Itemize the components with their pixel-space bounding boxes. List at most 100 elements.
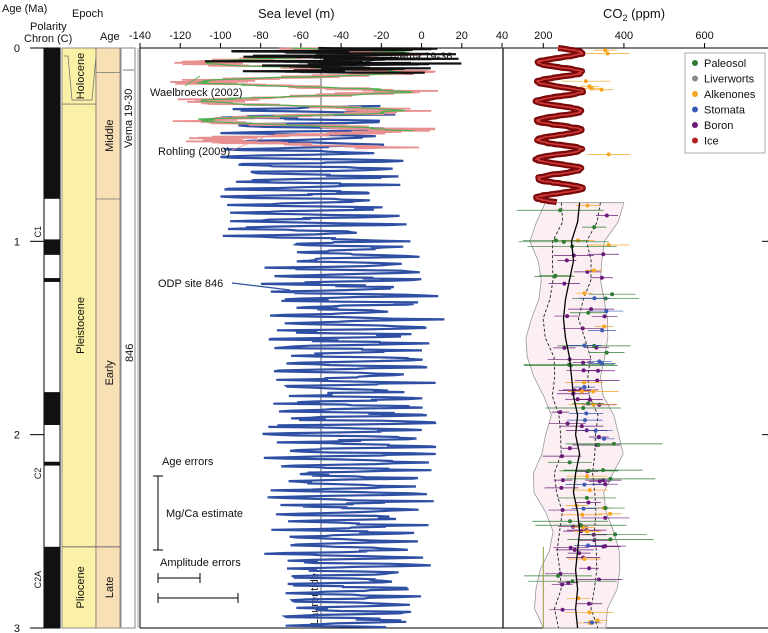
co2-series [516,45,663,629]
proxy-point [565,314,570,319]
proxy-point [613,532,618,537]
proxy-point [601,468,606,473]
proxy-point [568,519,573,524]
series-ice-core-highlight [534,47,586,204]
proxy-point [582,385,587,390]
annotation-rohling: Rohling (2009) [158,146,230,158]
age-tick-label: 2 [14,430,20,442]
sealevel-tick-label: -100 [209,30,231,42]
proxy-point [603,48,608,53]
polarity-normal-band [44,461,60,466]
proxy-point [591,389,596,394]
sealevel-tick-label: -60 [293,30,309,42]
proxy-point [562,345,567,350]
proxy-point [592,296,597,301]
proxy-point [580,326,585,331]
annotation-waelbroeck: Waelbroeck (2002) [150,87,243,99]
proxy-point [553,238,558,243]
proxy-point [561,239,566,244]
proxy-point [584,495,589,500]
proxy-point [587,397,592,402]
proxy-point [602,314,607,319]
chron-label: C2 [33,468,43,480]
proxy-point [583,79,588,84]
proxy-point [595,378,600,383]
legend-marker [692,60,698,66]
proxy-point [566,580,571,585]
proxy-point [605,51,610,56]
proxy-point [592,225,597,230]
proxy-point [603,482,608,487]
series-vema-19-36 [204,46,462,75]
proxy-point [558,208,563,213]
sealevel-title: Sea level (m) [258,6,335,21]
proxy-point [556,573,561,578]
proxy-point [592,343,597,348]
series-rohling [170,47,439,150]
proxy-point [585,203,590,208]
proxy-point [586,543,591,548]
epoch-name: Holocene [75,53,87,99]
proxy-point [568,545,573,550]
proxy-point [595,618,600,623]
proxy-point [567,446,572,451]
proxy-point [585,474,590,479]
legend-box [684,52,766,154]
proxy-point [602,436,607,441]
sealevel-tick-label: 0 [418,30,424,42]
proxy-point [592,538,597,543]
age-column: Middle Early Late [62,47,121,629]
polarity-label: Polarity [30,21,67,33]
proxy-point [582,380,587,385]
annotation-odp: ODP site 846 [158,278,223,290]
proxy-point [600,328,605,333]
legend-label: Stomata [704,105,746,117]
proxy-point [591,532,596,537]
co2-tick-label: 600 [695,30,713,42]
core-label-846: 846 [124,344,136,362]
proxy-point [603,506,608,511]
legend-label: Alkenones [704,89,756,101]
proxy-point [582,291,587,296]
epoch-name: Pliocene [75,566,87,608]
legend: Paleosol Liverworts Alkenones Stomata Boron I… [684,52,766,154]
proxy-point [579,424,584,429]
co2-title: CO2 (ppm) [603,6,665,23]
age-background [95,47,121,629]
proxy-point [608,537,613,542]
co2-tick-label: 400 [615,30,633,42]
proxy-point [586,500,591,505]
annotation-mgca: Mg/Ca estimate [166,508,243,520]
proxy-point [578,523,583,528]
proxy-point [575,397,580,402]
proxy-point [560,454,565,459]
proxy-point [586,310,591,315]
proxy-point [580,512,585,517]
series-odp-846 [220,104,445,629]
proxy-point [596,434,601,439]
epoch-column: Holocene Pleistocene Pliocene [61,47,97,629]
epoch-background [61,47,97,629]
proxy-point [587,488,592,493]
age-tick-label: 1 [14,236,20,248]
proxy-point [585,269,590,274]
co2-tick-label: 200 [534,30,552,42]
proxy-point [591,402,596,407]
proxy-point [596,577,601,582]
proxy-point [586,401,591,406]
sealevel-tick-label: 40 [496,30,508,42]
sealevel-tick-label: -120 [169,30,191,42]
legend-label: Ice [704,136,719,148]
proxy-point [589,86,594,91]
polarity-bars [44,48,60,628]
proxy-point [565,421,570,426]
annotation-age-errors: Age errors [162,456,214,468]
age-name: Early [104,360,116,386]
proxy-point [581,506,586,511]
sealevel-tick-label: 20 [456,30,468,42]
age-axis-label: Age (Ma) [2,3,47,15]
polarity-normal-band [44,278,60,282]
proxy-point [570,579,575,584]
proxy-point [608,511,613,516]
